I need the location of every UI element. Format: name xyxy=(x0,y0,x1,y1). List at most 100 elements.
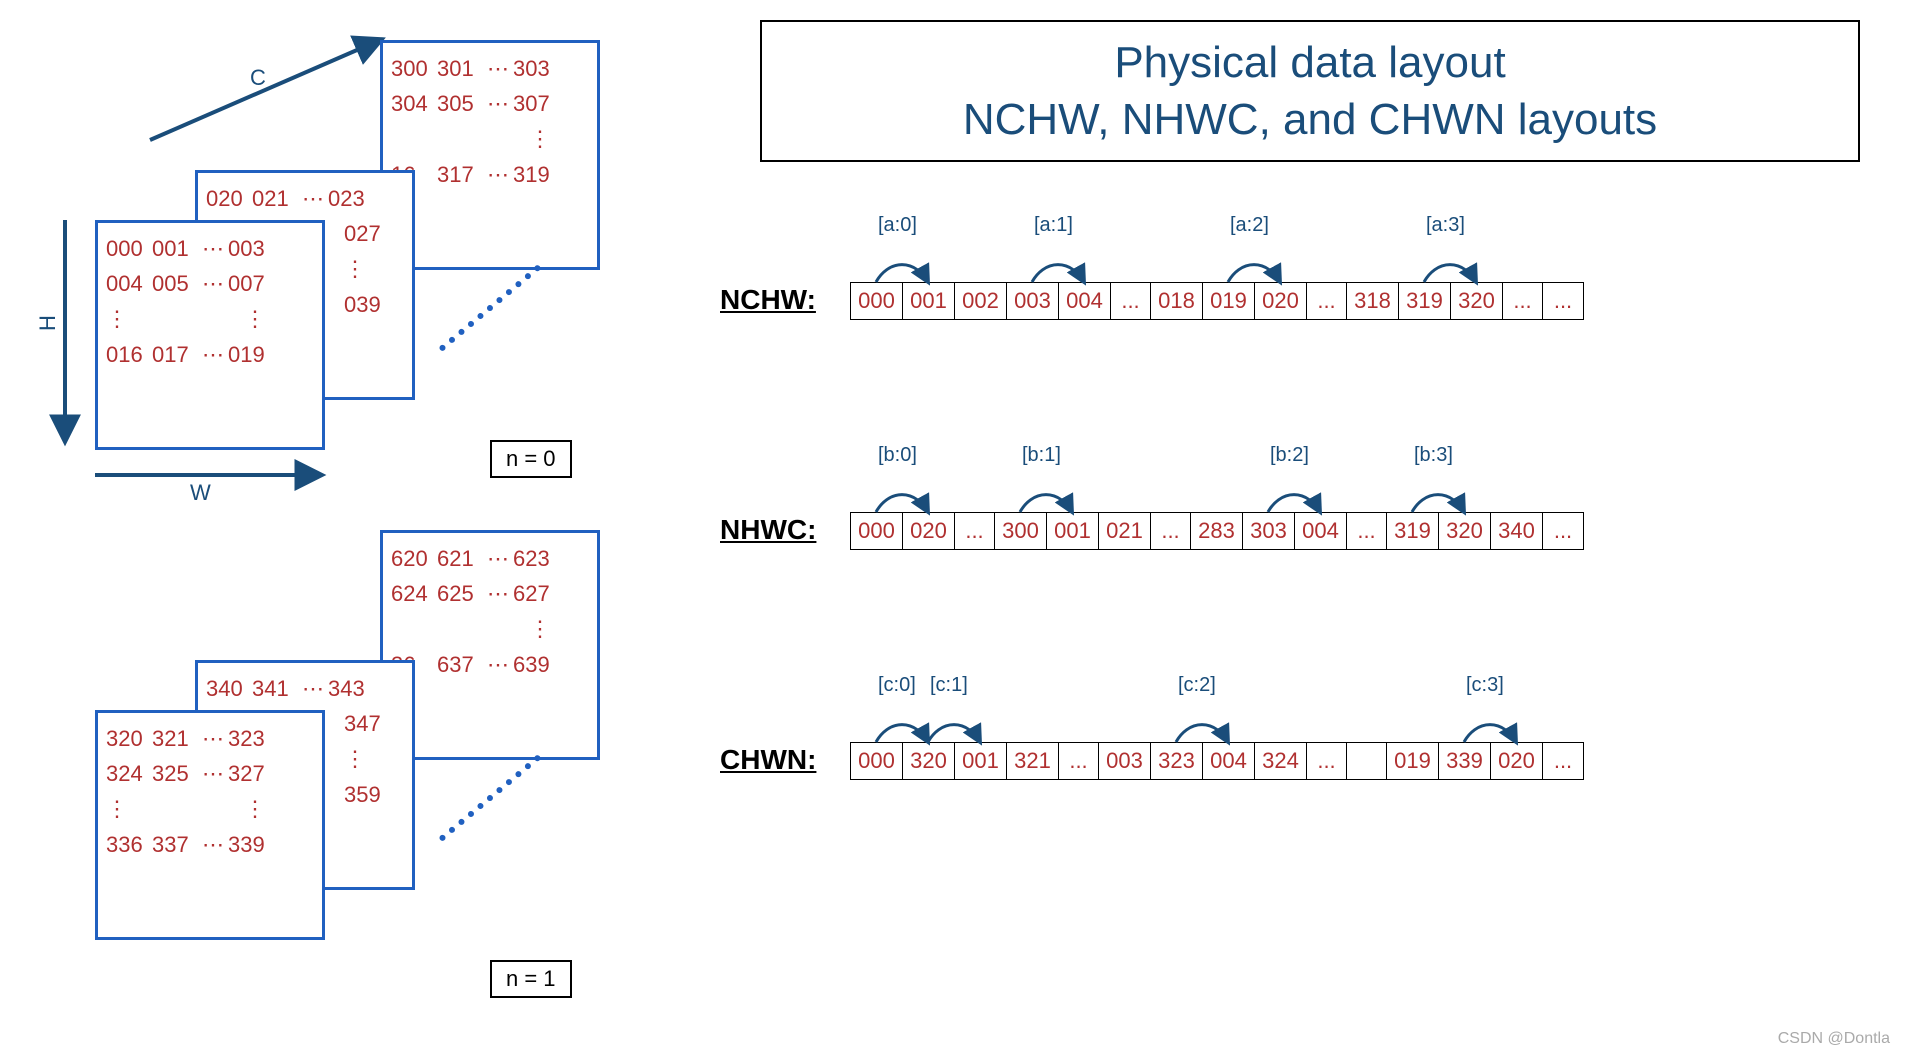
tensor-row: 336337⋯339 xyxy=(106,827,314,862)
layout-row-nchw: NCHW: 000001002003004...018019020...3183… xyxy=(720,222,1900,342)
tensor-value: ⋮ xyxy=(529,121,575,156)
tensor-value: 003 xyxy=(228,231,274,266)
tensor-value: ⋮ xyxy=(106,301,152,336)
nhwc-label: NHWC: xyxy=(720,514,816,546)
tensor-value: 325 xyxy=(152,756,198,791)
tensor-value: 303 xyxy=(513,51,559,86)
tensor-value: 324 xyxy=(106,756,152,791)
tensor-value: ⋮ xyxy=(344,741,390,776)
tensor-value: 359 xyxy=(344,777,390,812)
tensor-value: 001 xyxy=(152,231,198,266)
n1-label: n = 1 xyxy=(490,960,572,998)
nchw-label: NCHW: xyxy=(720,284,816,316)
tensor-diagram: C H W 300301⋯303304305⋯307⋮16317⋯319 020… xyxy=(20,20,700,1040)
tensor-value: 639 xyxy=(513,647,559,682)
tensor-row: 000001⋯003 xyxy=(106,231,314,266)
tensor-value: 004 xyxy=(106,266,152,301)
tensor-value: 019 xyxy=(228,337,274,372)
axis-h-label: H xyxy=(35,315,61,331)
tensor-row: 020021⋯023 xyxy=(206,181,404,216)
tensor-value: ⋮ xyxy=(529,611,575,646)
tensor-value: 339 xyxy=(228,827,274,862)
layout-row-nhwc: NHWC: 000020...300001021...283303004...3… xyxy=(720,452,1900,572)
tensor-value: 007 xyxy=(228,266,274,301)
tensor-value: 620 xyxy=(391,541,437,576)
tensor-value: 039 xyxy=(344,287,390,322)
tensor-row: 36637⋯639 xyxy=(391,647,589,682)
tensor-value: ⋯ xyxy=(298,671,328,706)
tensor-value: 336 xyxy=(106,827,152,862)
tensor-value: 020 xyxy=(206,181,252,216)
tensor-value: 300 xyxy=(391,51,437,86)
tensor-value: 637 xyxy=(437,647,483,682)
tensor-value: ⋮ xyxy=(244,301,290,336)
tensor-value: 343 xyxy=(328,671,374,706)
tensor-row: ⋮ xyxy=(391,611,589,646)
watermark: CSDN @Dontla xyxy=(1778,1030,1890,1048)
layout-row-chwn: CHWN: 000320001321...003323004324...0193… xyxy=(720,682,1900,802)
tensor-value: 621 xyxy=(437,541,483,576)
tensor-row: 300301⋯303 xyxy=(391,51,589,86)
arc xyxy=(1020,495,1072,512)
arc xyxy=(876,495,928,512)
nchw-arcs xyxy=(850,212,1622,292)
tensor-value: 317 xyxy=(437,157,483,192)
tensor-value: 340 xyxy=(206,671,252,706)
tensor-value: ⋯ xyxy=(198,266,228,301)
tensor-value: 005 xyxy=(152,266,198,301)
tensor-value: 301 xyxy=(437,51,483,86)
tensor-value: ⋯ xyxy=(483,51,513,86)
tensor-value: ⋯ xyxy=(198,756,228,791)
tensor-value: 021 xyxy=(252,181,298,216)
layouts-panel: Physical data layout NCHW, NHWC, and CHW… xyxy=(720,20,1900,912)
tensor-value: 337 xyxy=(152,827,198,862)
tensor-value: 016 xyxy=(106,337,152,372)
tensor-row: 620621⋯623 xyxy=(391,541,589,576)
tensor-value: ⋯ xyxy=(483,647,513,682)
tensor-value: 319 xyxy=(513,157,559,192)
arc xyxy=(1268,495,1320,512)
tensor-group-n0: 300301⋯303304305⋯307⋮16317⋯319 020021⋯02… xyxy=(80,40,640,460)
n0-label: n = 0 xyxy=(490,440,572,478)
tensor-value: ⋯ xyxy=(198,827,228,862)
tensor-value: ⋮ xyxy=(344,251,390,286)
tensor-value: 023 xyxy=(328,181,374,216)
arc xyxy=(1412,495,1464,512)
axis-w-label: W xyxy=(190,480,211,506)
tensor-value: 625 xyxy=(437,576,483,611)
tensor-row: 340341⋯343 xyxy=(206,671,404,706)
title-box: Physical data layout NCHW, NHWC, and CHW… xyxy=(760,20,1860,162)
tensor-row: 004005⋯007 xyxy=(106,266,314,301)
tensor-row: 324325⋯327 xyxy=(106,756,314,791)
plane-ellipsis-n0 xyxy=(438,264,541,352)
tensor-value: ⋯ xyxy=(483,541,513,576)
nhwc-arcs xyxy=(850,442,1622,522)
tensor-value: 320 xyxy=(106,721,152,756)
plane-ellipsis-n1 xyxy=(438,754,541,842)
tensor-row: 320321⋯323 xyxy=(106,721,314,756)
tensor-group-n1: 620621⋯623624625⋯627⋮36637⋯639 340341⋯34… xyxy=(80,530,640,950)
arc xyxy=(928,725,980,742)
tensor-value: ⋮ xyxy=(106,791,152,826)
tensor-value: 017 xyxy=(152,337,198,372)
tensor-value: 304 xyxy=(391,86,437,121)
tensor-row: 16317⋯319 xyxy=(391,157,589,192)
tensor-row: ⋮⋮ xyxy=(106,791,314,826)
tensor-value: 321 xyxy=(152,721,198,756)
tensor-value: 327 xyxy=(228,756,274,791)
tensor-value: 000 xyxy=(106,231,152,266)
tensor-value: 027 xyxy=(344,216,390,251)
tensor-value: ⋮ xyxy=(244,791,290,826)
tensor-value: 623 xyxy=(513,541,559,576)
arc xyxy=(1464,725,1516,742)
arc xyxy=(1176,725,1228,742)
arc xyxy=(876,265,928,282)
tensor-value: ⋯ xyxy=(298,181,328,216)
arc xyxy=(1228,265,1280,282)
chwn-label: CHWN: xyxy=(720,744,816,776)
arc xyxy=(876,725,928,742)
tensor-value: ⋯ xyxy=(198,721,228,756)
arc xyxy=(1032,265,1084,282)
title-line2: NCHW, NHWC, and CHWN layouts xyxy=(802,91,1818,148)
tensor-row: ⋮⋮ xyxy=(106,301,314,336)
